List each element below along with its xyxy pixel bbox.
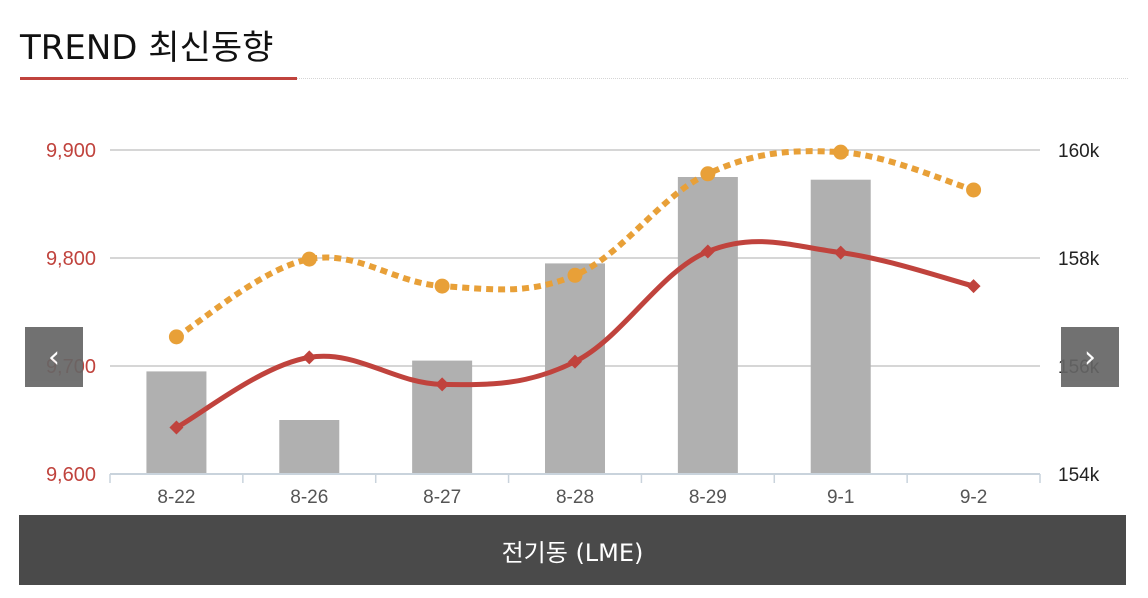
- bar: [677, 177, 738, 474]
- page-title: TREND 최신동향: [20, 28, 274, 68]
- chevron-right-icon[interactable]: ›: [1061, 327, 1119, 387]
- x-tick-label: 9-1: [827, 487, 854, 508]
- x-tick-label: 9-2: [960, 487, 987, 508]
- x-tick-label: 8-22: [157, 487, 195, 508]
- circle-marker: [700, 166, 716, 182]
- title-underline: [20, 77, 297, 80]
- bar: [810, 179, 871, 474]
- x-tick-label: 8-27: [423, 487, 461, 508]
- diamond-marker: [700, 244, 715, 259]
- diamond-marker: [302, 350, 317, 365]
- left-tick-label: 9,900: [46, 140, 96, 162]
- x-tick-label: 8-29: [689, 487, 727, 508]
- circle-marker: [301, 251, 317, 267]
- left-tick-label: 9,800: [46, 248, 96, 270]
- circle-marker: [168, 329, 184, 345]
- chevron-left-icon[interactable]: ‹: [25, 327, 83, 387]
- circle-marker: [833, 144, 849, 160]
- right-tick-label: 160k: [1058, 141, 1100, 162]
- bar: [279, 420, 340, 474]
- x-tick-label: 8-28: [556, 487, 594, 508]
- chart-caption: 전기동 (LME): [19, 515, 1126, 585]
- left-tick-label: 9,600: [46, 464, 96, 486]
- right-tick-label: 158k: [1058, 249, 1100, 270]
- circle-marker: [567, 267, 583, 283]
- diamond-marker: [435, 377, 450, 392]
- circle-marker: [966, 182, 982, 198]
- diamond-marker: [966, 279, 981, 294]
- diamond-marker: [568, 354, 582, 369]
- circle-marker: [434, 278, 450, 294]
- diamond-marker: [169, 420, 184, 435]
- x-tick-label: 8-26: [290, 487, 328, 508]
- right-tick-label: 154k: [1058, 465, 1100, 486]
- title-divider: [297, 78, 1128, 79]
- diamond-marker: [833, 245, 848, 260]
